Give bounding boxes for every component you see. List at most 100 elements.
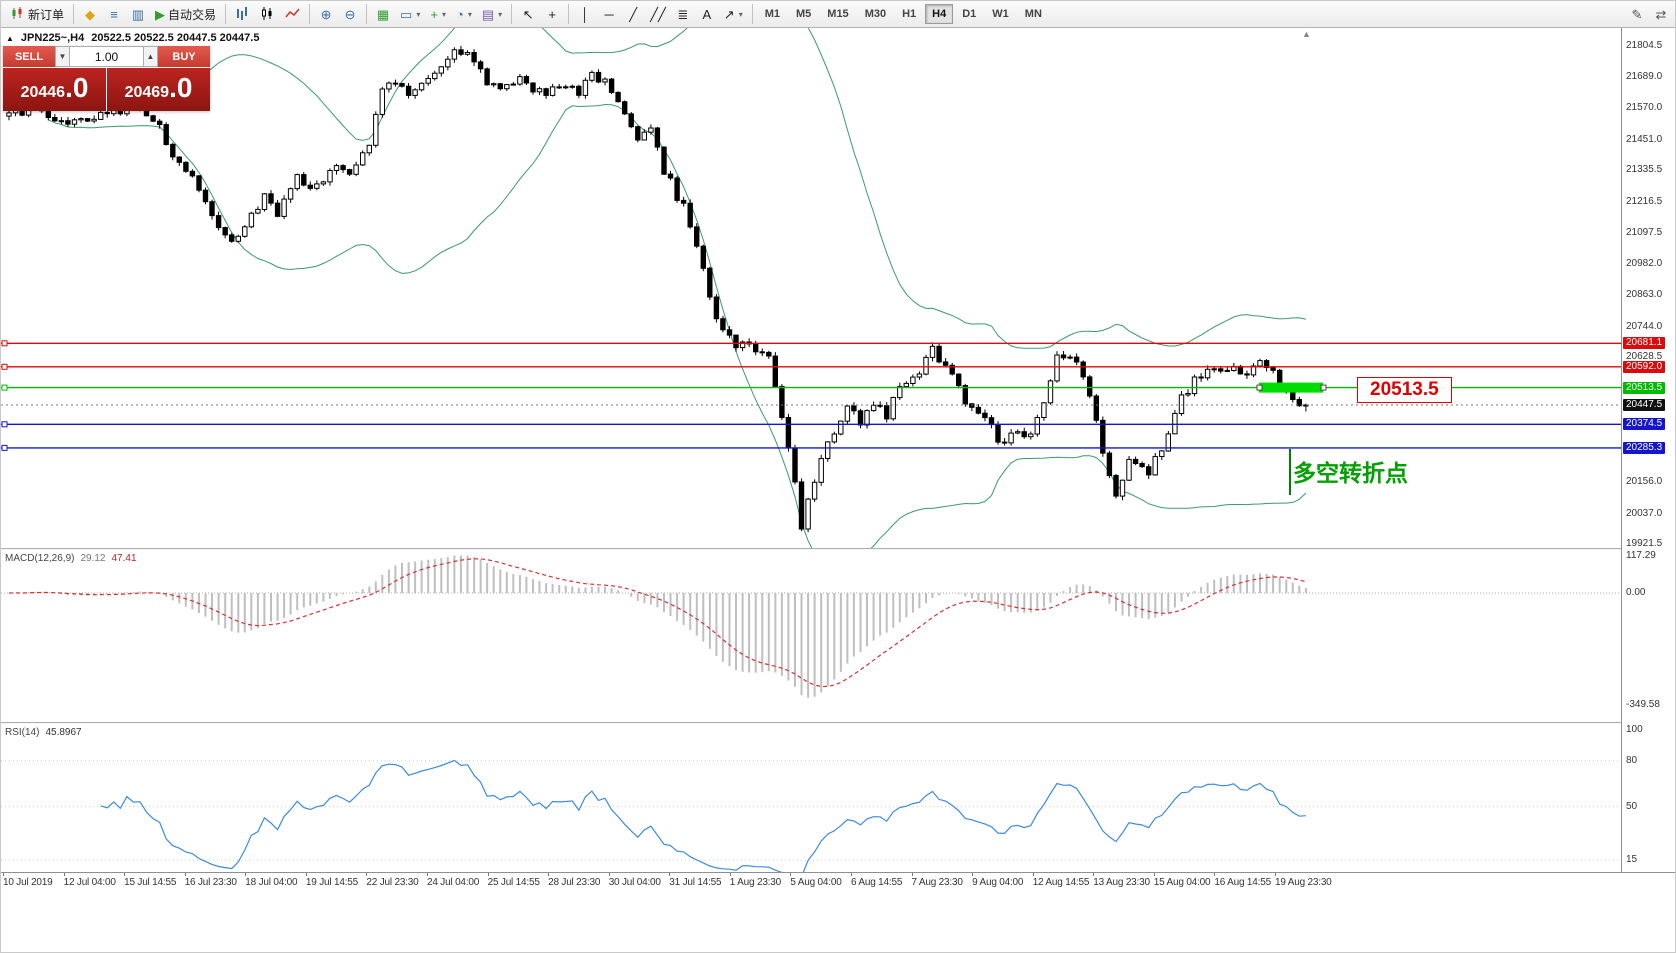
sell-price-display[interactable]: 20446 .0 bbox=[3, 68, 106, 111]
time-label: 15 Aug 04:00 bbox=[1153, 877, 1211, 888]
symbol-arrow-icon: ▲ bbox=[6, 33, 14, 43]
main-chart-svg bbox=[1, 1, 1621, 571]
text-button[interactable]: A bbox=[696, 3, 718, 25]
time-label: 12 Aug 14:55 bbox=[1032, 877, 1090, 888]
time-axis[interactable]: 10 Jul 2019 12 Jul 04:00 15 Jul 14:55 16 Ju… bbox=[1, 872, 1675, 892]
support-price-label: 20285.3 bbox=[1623, 441, 1666, 454]
time-label: 22 Jul 23:30 bbox=[366, 877, 419, 888]
horizontal-line-button[interactable]: ─ bbox=[598, 3, 620, 25]
indicators-button[interactable]: + ▾ bbox=[426, 3, 450, 25]
rsi-panel-separator[interactable] bbox=[1, 722, 1675, 724]
time-tick bbox=[366, 873, 368, 876]
timeframe-m1[interactable]: M1 bbox=[764, 8, 780, 20]
crosshair-button[interactable]: + bbox=[541, 3, 563, 25]
switch-button[interactable]: ⇄ bbox=[1650, 3, 1672, 25]
buy-button[interactable]: BUY bbox=[158, 46, 210, 67]
chart-scroll-up-icon[interactable]: ▲ bbox=[1302, 29, 1311, 39]
metaeditor-button[interactable]: ◆ bbox=[79, 3, 101, 25]
timeframe-m15[interactable]: M15 bbox=[827, 8, 849, 20]
rsi-indicator-panel[interactable] bbox=[1, 724, 1621, 878]
symbol-name: JPN225~,H4 bbox=[20, 32, 85, 44]
volume-increase-button[interactable]: ▲ bbox=[143, 46, 158, 67]
trade-prices-row: 20446 .0 20469 .0 bbox=[3, 68, 210, 111]
chevron-down-icon[interactable]: ▾ bbox=[467, 9, 472, 19]
autotrade-button[interactable]: ▶ 自动交易 bbox=[151, 3, 220, 25]
periods-button[interactable]: ◔ ▾ bbox=[452, 3, 476, 25]
data-window-icon: ▥ bbox=[131, 6, 145, 22]
rsi-svg bbox=[1, 759, 1621, 878]
cursor-button[interactable]: ↖ bbox=[517, 3, 539, 25]
time-tick bbox=[1153, 873, 1155, 876]
trade-controls-row: SELL ▼ 1.00 ▲ BUY bbox=[3, 46, 210, 67]
fibonacci-icon: ≣ bbox=[677, 6, 689, 22]
volume-input[interactable]: 1.00 bbox=[70, 46, 143, 67]
new-order-icon bbox=[10, 6, 25, 23]
chart-candles-button[interactable] bbox=[256, 3, 279, 25]
zoom-out-button[interactable]: ⊖ bbox=[339, 3, 361, 25]
timeframe-h4[interactable]: H4 bbox=[925, 4, 954, 24]
time-tick bbox=[729, 873, 731, 876]
time-label: 19 Jul 14:55 bbox=[305, 877, 358, 888]
macd-value-signal: 47.41 bbox=[111, 553, 137, 564]
templates-button[interactable]: ▤ ▾ bbox=[478, 3, 506, 25]
pivot-annotation[interactable]: 多空转折点 bbox=[1293, 460, 1408, 486]
price-tick-label: 20982.0 bbox=[1626, 257, 1663, 269]
buy-price-display[interactable]: 20469 .0 bbox=[107, 68, 210, 111]
timeframe-m30[interactable]: M30 bbox=[864, 8, 887, 20]
timeframe-group: M1 M5 M15 M30 H1 H4 D1 W1 MN bbox=[757, 4, 1050, 24]
timeframe-mn[interactable]: MN bbox=[1024, 8, 1042, 20]
autotrade-play-icon: ▶ bbox=[155, 6, 166, 22]
zoom-in-icon: ⊕ bbox=[320, 6, 332, 22]
price-callout[interactable]: 20513.5 bbox=[1357, 377, 1452, 403]
sell-button[interactable]: SELL bbox=[3, 46, 55, 67]
periods-clock-icon: ◔ bbox=[455, 6, 464, 22]
time-label: 28 Jul 23:30 bbox=[548, 877, 601, 888]
timeframe-d1[interactable]: D1 bbox=[962, 8, 977, 20]
chevron-down-icon[interactable]: ▾ bbox=[416, 9, 421, 19]
time-tick bbox=[1275, 873, 1276, 876]
macd-zero-label: 0.00 bbox=[1626, 587, 1646, 598]
chart-line-button[interactable] bbox=[281, 3, 304, 25]
chevron-down-icon[interactable]: ▾ bbox=[738, 9, 743, 19]
bollinger-lower-band bbox=[48, 103, 1307, 571]
rsi-line bbox=[100, 759, 1306, 878]
auto-arrange-button[interactable]: ▭ ▾ bbox=[396, 3, 424, 25]
metaeditor-icon: ◆ bbox=[85, 6, 96, 22]
macd-panel-separator[interactable] bbox=[1, 548, 1675, 550]
resistance-price-label: 20592.0 bbox=[1623, 360, 1666, 373]
candlestick-chart[interactable] bbox=[1, 1, 1621, 571]
new-order-button[interactable]: 新订单 bbox=[6, 3, 68, 25]
horizontal-line-icon: ─ bbox=[604, 6, 614, 22]
toolbar-separator bbox=[366, 4, 368, 24]
macd-indicator-panel[interactable] bbox=[1, 550, 1621, 722]
time-label: 18 Jul 04:00 bbox=[245, 877, 298, 888]
chart-bars-button[interactable] bbox=[231, 3, 254, 25]
arrows-button[interactable]: ↗ ▾ bbox=[720, 3, 747, 25]
cursor-icon: ↖ bbox=[522, 6, 534, 22]
zoom-in-button[interactable]: ⊕ bbox=[315, 3, 337, 25]
time-tick bbox=[184, 873, 186, 876]
chevron-down-icon[interactable]: ▾ bbox=[498, 9, 503, 19]
volume-decrease-button[interactable]: ▼ bbox=[55, 46, 70, 67]
trendline-button[interactable]: ╱ bbox=[622, 3, 644, 25]
price-tick-label: 21804.5 bbox=[1626, 40, 1663, 52]
autotrade-button-label: 自动交易 bbox=[168, 7, 217, 22]
trendline-icon: ╱ bbox=[629, 6, 638, 22]
price-axis[interactable]: 21804.5 21689.0 21570.0 21451.0 21335.5 21216… bbox=[1621, 28, 1675, 872]
symbol-ohlc: 20522.5 20522.5 20447.5 20447.5 bbox=[91, 32, 260, 44]
data-window-button[interactable]: ▥ bbox=[127, 3, 149, 25]
vertical-line-button[interactable]: │ bbox=[574, 3, 596, 25]
chevron-down-icon[interactable]: ▾ bbox=[441, 9, 446, 19]
time-label: 7 Aug 23:30 bbox=[911, 877, 963, 888]
market-watch-button[interactable]: ≡ bbox=[103, 3, 125, 25]
timeframe-w1[interactable]: W1 bbox=[992, 8, 1009, 20]
timeframe-m5[interactable]: M5 bbox=[796, 8, 812, 20]
channel-button[interactable]: ╱╱ bbox=[646, 3, 670, 25]
time-tick bbox=[427, 873, 428, 876]
time-label: 16 Aug 14:55 bbox=[1214, 877, 1271, 888]
fibonacci-button[interactable]: ≣ bbox=[672, 3, 694, 25]
compose-button[interactable]: ✎ bbox=[1626, 3, 1648, 25]
timeframe-h1[interactable]: H1 bbox=[902, 8, 917, 20]
tile-windows-button[interactable]: ▦ bbox=[372, 3, 394, 25]
